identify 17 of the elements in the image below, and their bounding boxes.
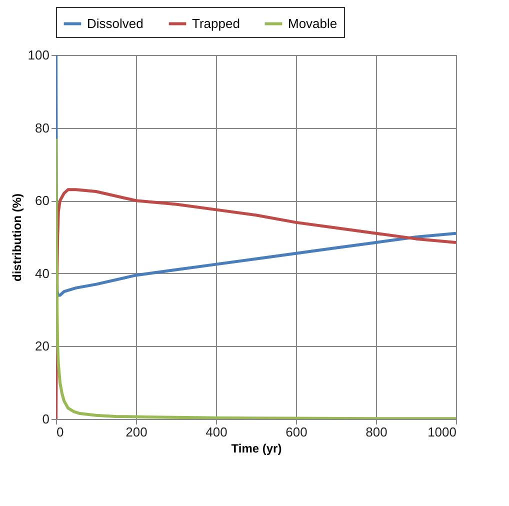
y-axis-title: distribution (%) (10, 194, 24, 282)
legend-label: Trapped (192, 16, 240, 31)
y-tick-label: 80 (35, 120, 50, 136)
x-tick-label: 800 (366, 424, 388, 440)
y-tick-label: 20 (35, 338, 50, 354)
legend-label: Dissolved (87, 16, 144, 31)
x-axis-title: Time (yr) (231, 442, 282, 456)
x-tick-label: 400 (206, 424, 228, 440)
x-tick-label: 600 (286, 424, 308, 440)
x-tick-label: 0 (56, 424, 64, 440)
x-tick-label: 1000 (428, 424, 456, 440)
legend-label: Movable (288, 16, 338, 31)
x-tick-label: 200 (126, 424, 148, 440)
y-tick-label: 100 (28, 48, 50, 62)
y-tick-label: 40 (35, 266, 50, 281)
y-tick-label: 60 (35, 193, 50, 208)
y-tick-label: 0 (42, 412, 50, 426)
